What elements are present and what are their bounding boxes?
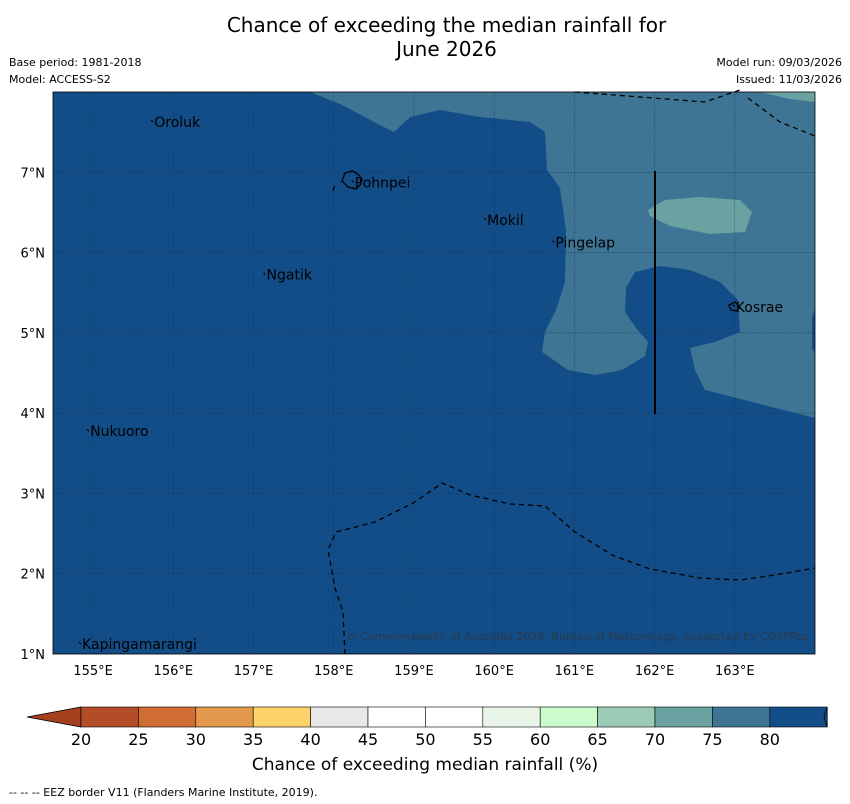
colorbar-tick-label: 25 xyxy=(128,730,148,749)
map-frame xyxy=(52,91,816,655)
place-marker xyxy=(263,272,266,276)
map-title: Chance of exceeding the median rainfall … xyxy=(0,13,850,61)
meta-left: Base period: 1981-2018 Model: ACCESS-S2 xyxy=(9,54,141,88)
colorbar: 20 25 30 35 40 45 50 55 60 65 70 75 80 xyxy=(26,706,828,749)
place-marker xyxy=(86,428,90,432)
base-period: Base period: 1981-2018 xyxy=(9,56,142,69)
y-tick-label: 7°N xyxy=(21,166,46,181)
light-teal-region-northeast xyxy=(760,92,815,102)
colorbar-tick-label: 30 xyxy=(186,730,206,749)
x-tick-label: 156°E xyxy=(154,664,194,679)
y-tick-label: 3°N xyxy=(21,487,46,502)
model-name: Model: ACCESS-S2 xyxy=(9,73,111,86)
colorbar-tick-label: 40 xyxy=(300,730,320,749)
colorbar-tick-label: 35 xyxy=(243,730,263,749)
place-label: Oroluk xyxy=(154,115,201,131)
colorbar-tick-label: 20 xyxy=(71,730,91,749)
title-line-1: Chance of exceeding the median rainfall … xyxy=(226,13,667,37)
colorbar-segment xyxy=(769,706,828,728)
model-run: Model run: 09/03/2026 xyxy=(716,56,842,69)
x-tick-label: 159°E xyxy=(394,664,434,679)
eez-borders xyxy=(327,89,816,655)
place-marker xyxy=(732,304,736,308)
kosrae-island xyxy=(728,301,741,312)
y-tick-label: 1°N xyxy=(21,648,46,663)
dark-blue-region-edge xyxy=(812,308,815,354)
place-label: Kosrae xyxy=(736,300,783,316)
title-line-2: June 2026 xyxy=(396,37,497,61)
x-tick-label: 158°E xyxy=(314,664,354,679)
place-label: Pohnpei xyxy=(355,175,411,191)
place-marker xyxy=(351,179,355,183)
light-teal-region-east xyxy=(648,197,752,234)
x-axis-ticks: 155°E 156°E 157°E 158°E 159°E 160°E 161°E 162°E… xyxy=(73,664,754,679)
place-marker xyxy=(78,641,82,645)
x-tick-label: 163°E xyxy=(715,664,755,679)
colorbar-segment xyxy=(252,706,311,728)
place-label: Ngatik xyxy=(267,268,313,284)
y-tick-label: 2°N xyxy=(21,568,46,583)
colorbar-tick-label: 45 xyxy=(358,730,378,749)
x-tick-label: 155°E xyxy=(73,664,113,679)
colorbar-label: Chance of exceeding median rainfall (%) xyxy=(251,755,599,775)
colorbar-tick-label: 50 xyxy=(415,730,435,749)
x-tick-label: 162°E xyxy=(635,664,675,679)
place-label: Nukuoro xyxy=(90,424,148,440)
rainfall-field xyxy=(53,92,815,654)
place-marker xyxy=(150,119,154,123)
place-label: Kapingamarangi xyxy=(82,637,197,653)
place-marker xyxy=(551,240,555,243)
colorbar-tick-label: 60 xyxy=(530,730,550,749)
copyright-notice: © Commonwealth of Australia 2026, Bureau… xyxy=(346,630,809,643)
place-label: Mokil xyxy=(487,213,524,229)
x-tick-label: 160°E xyxy=(474,664,514,679)
colorbar-tick-label: 75 xyxy=(702,730,722,749)
x-tick-label: 161°E xyxy=(555,664,595,679)
colorbar-segment xyxy=(539,706,598,728)
colorbar-segment xyxy=(654,706,713,728)
y-tick-label: 5°N xyxy=(21,327,46,342)
place-label: Pingelap xyxy=(555,236,615,252)
colorbar-under-arrow xyxy=(26,706,82,728)
colorbar-segment xyxy=(195,706,254,728)
colorbar-segment xyxy=(367,706,426,728)
colorbar-tick-label: 70 xyxy=(645,730,665,749)
colorbar-over-arrow xyxy=(823,706,828,728)
colorbar-segment xyxy=(80,706,139,728)
colorbar-segment xyxy=(425,706,484,728)
y-axis-ticks: 7°N 6°N 5°N 4°N 3°N 2°N 1°N xyxy=(21,166,46,663)
colorbar-segment xyxy=(482,706,541,728)
colorbar-segment xyxy=(310,706,369,728)
place-marker xyxy=(483,217,487,221)
colorbar-segment xyxy=(597,706,656,728)
colorbar-segment xyxy=(712,706,771,728)
island-outlines xyxy=(341,170,741,312)
issued-date: Issued: 11/03/2026 xyxy=(735,73,842,86)
pohnpei-island xyxy=(341,170,362,190)
meta-right: Model run: 09/03/2026 Issued: 11/03/2026 xyxy=(716,54,842,88)
colorbar-tick-label: 55 xyxy=(473,730,493,749)
mid-teal-region xyxy=(310,92,815,418)
eez-footnote: -- -- -- EEZ border V11 (Flanders Marine… xyxy=(9,786,318,799)
place-labels: Oroluk Pohnpei Mokil Pingelap Ngatik Kosrae Nu… xyxy=(78,115,783,653)
y-tick-label: 6°N xyxy=(21,247,46,262)
colorbar-tick-label: 80 xyxy=(760,730,780,749)
y-tick-label: 4°N xyxy=(21,407,46,422)
map-gridlines xyxy=(53,92,815,655)
colorbar-tick-label: 65 xyxy=(587,730,607,749)
x-tick-label: 157°E xyxy=(234,664,274,679)
colorbar-segment xyxy=(138,706,197,728)
